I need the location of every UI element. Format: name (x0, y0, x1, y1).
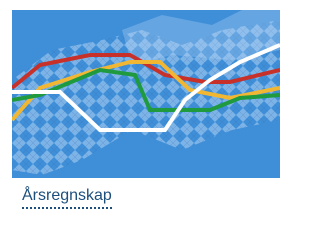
page: Årsregnskap (() => { const data = JSON.p… (0, 0, 280, 250)
card-image (12, 10, 280, 178)
card-title-link[interactable]: Årsregnskap (22, 186, 112, 209)
